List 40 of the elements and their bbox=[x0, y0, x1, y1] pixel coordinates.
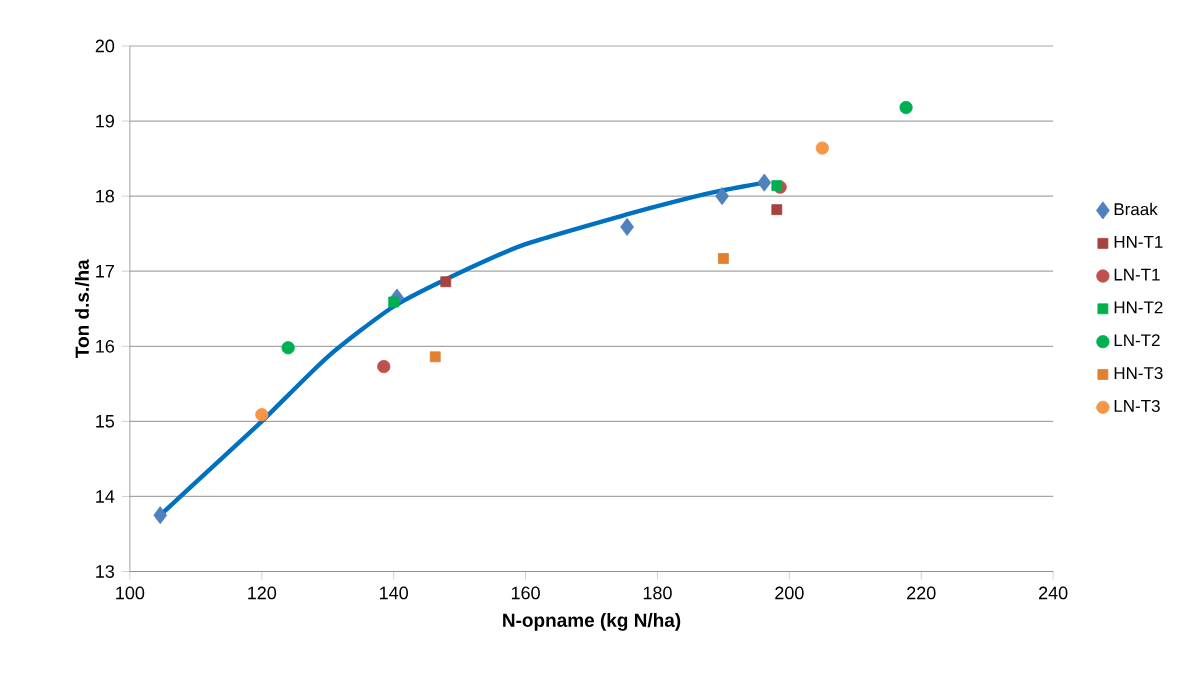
point bbox=[771, 204, 783, 215]
point bbox=[899, 100, 913, 114]
x-tick-label: 180 bbox=[643, 586, 672, 600]
legend-label: LN-T3 bbox=[1114, 399, 1160, 412]
point bbox=[620, 217, 634, 236]
point bbox=[388, 296, 400, 308]
point bbox=[771, 180, 783, 191]
legend-label: HN-T3 bbox=[1114, 366, 1163, 379]
point bbox=[718, 252, 729, 264]
y-tick-label: 15 bbox=[96, 414, 115, 428]
x-tick-label: 240 bbox=[1039, 586, 1068, 600]
y-tick-label: 16 bbox=[96, 339, 115, 353]
point bbox=[153, 506, 168, 524]
x-tick-label: 200 bbox=[775, 586, 804, 600]
x-tick-label: 140 bbox=[380, 586, 408, 600]
legend-label: Braak bbox=[1114, 202, 1158, 215]
y-axis-title: Ton d.s./ha bbox=[74, 259, 90, 358]
x-tick-label: 120 bbox=[248, 586, 277, 600]
x-tick-label: 220 bbox=[907, 586, 936, 600]
legend-label: HN-T1 bbox=[1114, 235, 1163, 248]
point bbox=[377, 359, 391, 373]
point bbox=[715, 186, 729, 205]
legend-label: LN-T1 bbox=[1114, 268, 1160, 281]
x-tick-label: 100 bbox=[116, 586, 145, 600]
point bbox=[440, 276, 452, 287]
y-tick-label: 19 bbox=[96, 114, 114, 128]
legend-label: HN-T2 bbox=[1114, 301, 1163, 314]
y-tick-label: 14 bbox=[96, 490, 115, 503]
point bbox=[429, 351, 441, 362]
x-axis-title: N-opname (kg N/ha) bbox=[503, 612, 681, 631]
point bbox=[815, 141, 829, 155]
y-tick-label: 17 bbox=[96, 264, 114, 278]
legend-label: LN-T2 bbox=[1114, 334, 1160, 346]
y-tick-label: 18 bbox=[96, 189, 115, 203]
y-tick-label: 13 bbox=[96, 564, 115, 578]
y-tick-label: 20 bbox=[95, 39, 115, 53]
point bbox=[281, 340, 295, 355]
x-tick-label: 160 bbox=[511, 586, 540, 600]
point bbox=[255, 407, 269, 421]
point bbox=[757, 173, 772, 192]
